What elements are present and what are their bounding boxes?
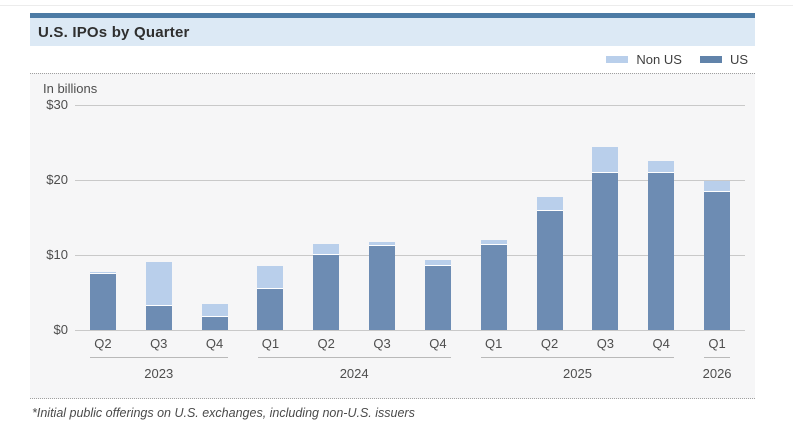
x-axis-year-groups: 2023 2024 2025 2026 (75, 357, 745, 381)
bar-segment-non-us (145, 261, 172, 306)
stacked-bar (536, 196, 563, 330)
year-group-line (704, 357, 730, 358)
grid-line-30 (75, 105, 745, 106)
x-tick-label-Q3-5: Q3 (373, 336, 391, 351)
bar-segment-us (648, 173, 675, 330)
bar-segment-us (536, 210, 563, 330)
bar-segment-non-us (313, 243, 340, 255)
stacked-bar (648, 160, 675, 330)
bar-segment-us (313, 255, 340, 330)
page-top-divider (0, 5, 793, 6)
stacked-bar (89, 271, 116, 330)
x-tick-label-Q2-4: Q2 (317, 336, 335, 351)
bar-slot-Q3-1 (131, 105, 187, 330)
plot-area (75, 105, 745, 331)
y-tick-label-0: $0 (53, 322, 68, 337)
page-title: U.S. IPOs by Quarter (38, 23, 190, 41)
year-label: 2026 (702, 366, 732, 381)
stacked-bar (145, 261, 172, 330)
year-group-2024: 2024 (243, 357, 466, 381)
footnote: *Initial public offerings on U.S. exchan… (32, 406, 415, 420)
stacked-bar (424, 260, 451, 330)
stacked-bar (480, 240, 507, 330)
bar-segment-us (480, 245, 507, 330)
y-tick-label-30: $30 (46, 97, 68, 112)
bar-slot-Q4-10 (633, 105, 689, 330)
x-tick-label-Q2-0: Q2 (94, 336, 112, 351)
bar-segment-non-us (201, 303, 228, 318)
chart-panel: In billions $0 $10 $20 $30 Q2 Q3 Q4 Q1 Q2 Q3 Q4 Q1… (30, 73, 755, 399)
x-tick-label-Q4-10: Q4 (652, 336, 670, 351)
year-group-2025: 2025 (466, 357, 689, 381)
bar-slot-Q1-3 (242, 105, 298, 330)
legend-label-non-us: Non US (636, 52, 682, 67)
bar-segment-us (257, 288, 284, 330)
chart-legend: Non US US (30, 46, 755, 73)
x-tick-label-Q4-2: Q4 (205, 336, 224, 351)
legend-swatch-us (699, 56, 722, 63)
stacked-bar (369, 242, 396, 330)
bar-segment-us (201, 317, 228, 330)
x-tick-label-Q1-3: Q1 (261, 336, 280, 351)
y-axis-unit-label: In billions (43, 81, 98, 96)
bar-segment-non-us (257, 266, 284, 289)
bar-segment-non-us (704, 180, 731, 192)
x-axis-quarter-labels: Q2 Q3 Q4 Q1 Q2 Q3 Q4 Q1 Q2 Q3 Q4 Q1 (75, 336, 745, 351)
year-group-line (257, 357, 451, 358)
stacked-bar (257, 266, 284, 330)
x-tick-label-Q2-8: Q2 (540, 336, 559, 351)
bar-segment-us (704, 192, 731, 330)
x-tick-label-Q1-11: Q1 (708, 336, 726, 351)
bar-segment-us (424, 266, 451, 330)
bars-row (75, 105, 745, 330)
year-group-line (480, 357, 675, 358)
bar-slot-Q4-2 (187, 105, 243, 330)
bar-segment-us (592, 172, 619, 330)
bar-segment-us (89, 273, 116, 330)
bar-segment-us (145, 306, 172, 330)
bar-segment-non-us (369, 242, 396, 246)
year-group-line (90, 357, 228, 358)
grid-line-20 (75, 180, 745, 181)
x-tick-label-Q3-1: Q3 (150, 336, 168, 351)
legend-label-us: US (729, 52, 748, 67)
year-group-2026: 2026 (689, 357, 745, 381)
legend-item-non-us: Non US (606, 52, 682, 67)
bar-segment-non-us (536, 196, 563, 211)
stacked-bar (592, 147, 619, 330)
grid-line-10 (75, 255, 745, 256)
chart-module: U.S. IPOs by Quarter Non US US In billio… (30, 13, 755, 399)
bar-slot-Q2-8 (522, 105, 578, 330)
year-label: 2023 (144, 366, 174, 381)
stacked-bar (313, 243, 340, 330)
x-tick-label-Q1-7: Q1 (485, 336, 503, 351)
bar-slot-Q1-11 (689, 105, 745, 330)
legend-swatch-non-us (606, 56, 629, 63)
bar-segment-non-us (89, 271, 116, 274)
stacked-bar (704, 180, 731, 330)
stacked-bar (201, 303, 228, 330)
grid-line-0 (75, 330, 745, 331)
bar-slot-Q1-7 (466, 105, 522, 330)
bar-segment-non-us (424, 260, 451, 267)
legend-item-us: US (699, 52, 748, 67)
bar-slot-Q3-9 (577, 105, 633, 330)
bar-slot-Q2-4 (298, 105, 354, 330)
bar-segment-non-us (480, 240, 507, 246)
bar-slot-Q2-0 (75, 105, 131, 330)
year-label: 2025 (563, 366, 592, 381)
bar-segment-non-us (592, 147, 619, 173)
module-header: U.S. IPOs by Quarter (30, 13, 755, 46)
y-tick-label-20: $20 (46, 172, 68, 187)
x-tick-label-Q3-9: Q3 (596, 336, 615, 351)
y-tick-label-10: $10 (46, 247, 68, 262)
bar-slot-Q4-6 (410, 105, 466, 330)
year-label: 2024 (339, 366, 369, 381)
x-tick-label-Q4-6: Q4 (429, 336, 447, 351)
year-group-2023: 2023 (75, 357, 243, 381)
bar-segment-non-us (648, 160, 675, 174)
bar-segment-us (369, 246, 396, 330)
bar-slot-Q3-5 (354, 105, 410, 330)
